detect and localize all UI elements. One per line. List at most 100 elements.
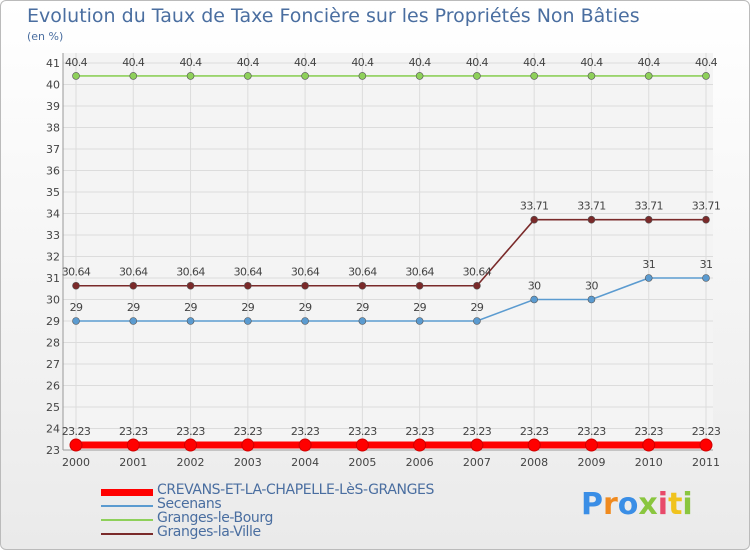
data-label: 23.23 [176,425,205,438]
x-tick-label: 2007 [463,456,491,469]
data-label: 33.71 [634,200,663,213]
data-label: 33.71 [577,200,606,213]
data-label: 30 [585,280,598,293]
data-point [642,438,656,452]
data-label: 29 [413,301,426,314]
x-tick-label: 2008 [520,456,548,469]
data-point [301,281,309,290]
data-label: 23.23 [692,425,721,438]
data-label: 30.64 [348,266,377,279]
y-tick-label: 38 [46,122,60,135]
legend-label: Secenans [157,496,222,512]
x-tick-label: 2001 [119,456,147,469]
y-tick-label: 32 [46,251,60,264]
data-point [129,281,138,290]
x-tick-label: 2010 [635,456,663,469]
legend-swatch [101,533,153,535]
legend-label: CREVANS-ET-LA-CHAPELLE-LèS-GRANGES [157,482,434,498]
data-point [244,317,252,325]
data-label: 23.23 [405,425,434,438]
data-label: 30.64 [234,266,263,279]
data-label: 23.23 [62,425,91,438]
data-label: 40.4 [466,56,489,69]
data-point [358,281,367,290]
data-point [241,438,255,452]
data-point [699,438,713,452]
data-point [186,281,195,290]
data-point [72,72,80,80]
data-point [530,215,538,224]
data-label: 40.4 [638,56,661,69]
logo-letter: o [617,487,639,522]
logo-letter: x [638,487,658,522]
data-point [184,438,198,452]
data-label: 40.4 [523,56,546,69]
legend-swatch [101,519,153,521]
legend-label: Granges-le-Bourg [157,510,273,526]
y-tick-label: 27 [46,358,60,371]
data-point [584,438,598,452]
data-label: 40.4 [695,56,718,69]
plot-area [63,53,713,450]
data-label: 40.4 [294,56,317,69]
y-tick-label: 33 [46,229,60,242]
proxiti-logo: Proxiti [581,487,693,522]
data-point [644,215,653,224]
data-point [473,281,481,290]
y-tick-label: 36 [46,165,60,178]
data-point [415,317,424,325]
y-tick-label: 28 [46,337,60,350]
data-label: 30.64 [62,266,91,279]
chart-title: Evolution du Taux de Taxe Foncière sur l… [27,5,640,27]
logo-letter: P [581,487,603,522]
data-point [355,438,369,452]
data-point [72,281,80,290]
data-point [644,72,653,80]
legend-swatch [101,489,153,496]
series-line-4 [76,218,706,287]
data-point [587,295,596,304]
data-point [473,317,481,325]
data-point [358,317,367,325]
legend-label: Granges-la-Ville [157,524,261,540]
y-tick-label: 24 [46,423,60,436]
data-label: 33.71 [692,200,721,213]
data-point [186,317,195,325]
logo-letter: r [603,487,618,522]
data-point [530,72,538,80]
data-label: 23.23 [463,425,492,438]
x-tick-label: 2009 [577,456,605,469]
data-label: 30.64 [291,266,320,279]
data-label: 29 [356,301,369,314]
data-label: 33.71 [520,200,549,213]
unit-label: (en %) [27,30,64,43]
x-tick-label: 2003 [234,456,262,469]
y-tick-label: 37 [46,143,60,156]
data-point [72,317,80,325]
data-label: 40.4 [65,56,88,69]
data-label: 29 [184,301,197,314]
data-label: 23.23 [348,425,377,438]
data-point [587,72,596,80]
data-point [587,215,596,224]
data-point [473,72,481,80]
data-point [301,72,309,80]
data-label: 40.4 [237,56,260,69]
data-label: 30 [528,280,541,293]
x-tick-label: 2005 [348,456,376,469]
x-tick-label: 2000 [62,456,90,469]
logo-letter: i [657,487,669,522]
data-point [470,438,484,452]
x-tick-label: 2002 [177,456,205,469]
data-label: 29 [471,301,484,314]
data-label: 23.23 [119,425,148,438]
data-label: 40.4 [580,56,603,69]
x-tick-label: 2011 [692,456,720,469]
data-label: 30.64 [119,266,148,279]
data-point [702,274,710,282]
data-label: 29 [299,301,312,314]
data-label: 29 [241,301,254,314]
y-tick-label: 29 [46,315,60,328]
y-tick-label: 25 [46,401,60,414]
